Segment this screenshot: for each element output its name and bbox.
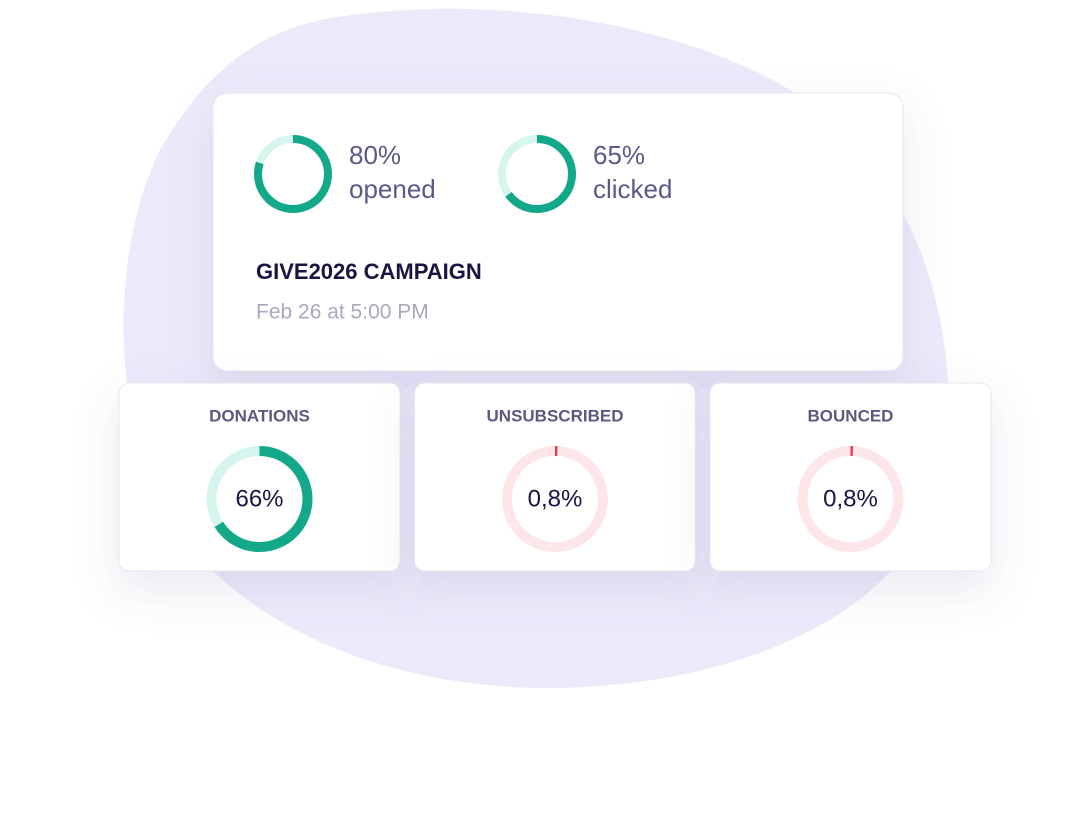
metric-value: 0,8% [528, 485, 583, 512]
gauge-arc [797, 446, 904, 552]
metric-name: UNSUBSCRIBED [487, 406, 624, 425]
gauge-arc [206, 446, 313, 552]
metric-name: BOUNCED [808, 406, 894, 425]
gauge-arc [502, 446, 608, 552]
metric-name: DONATIONS [209, 406, 310, 425]
metric-value: 66% [235, 485, 283, 512]
stat-value: 80% [349, 140, 401, 170]
metric-card [414, 382, 696, 572]
metric-card [709, 382, 992, 572]
stat-caption: opened [349, 174, 436, 204]
metric-card [118, 382, 401, 572]
gauge-arc [254, 135, 332, 213]
campaign-date: Feb 26 at 5:00 PM [256, 301, 429, 324]
metric-value: 0,8% [823, 485, 878, 512]
stat-caption: clicked [593, 174, 672, 204]
stat-value: 65% [593, 140, 645, 170]
gauge-arc [498, 135, 576, 213]
campaign-title: GIVE2026 CAMPAIGN [256, 259, 482, 284]
campaign-card [212, 92, 904, 372]
